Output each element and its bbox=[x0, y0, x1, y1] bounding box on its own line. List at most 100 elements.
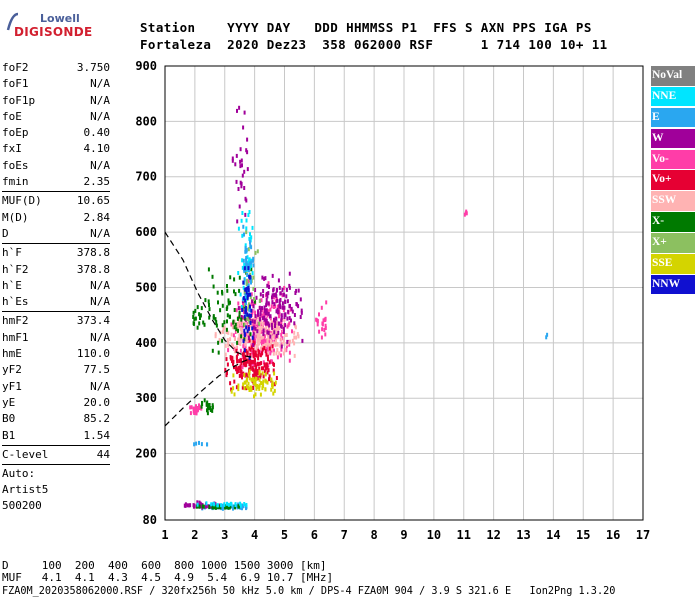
echo-point bbox=[251, 225, 254, 230]
echo-point bbox=[202, 320, 205, 325]
echo-point bbox=[269, 350, 272, 354]
echo-point bbox=[245, 325, 248, 330]
echo-point bbox=[235, 179, 238, 184]
echo-point bbox=[278, 303, 281, 308]
echo-point bbox=[294, 291, 297, 295]
echo-point bbox=[227, 330, 230, 335]
param-row: foF1p N/A bbox=[2, 93, 110, 109]
echo-point bbox=[246, 312, 249, 317]
echo-point bbox=[233, 379, 236, 384]
echo-point bbox=[243, 373, 246, 377]
echo-point bbox=[236, 316, 239, 321]
echo-point bbox=[265, 362, 268, 367]
profile-curve bbox=[164, 231, 252, 358]
echo-point bbox=[243, 323, 246, 328]
param-value: 3.750 bbox=[76, 61, 110, 74]
echo-point bbox=[243, 502, 246, 506]
echo-point bbox=[254, 310, 257, 315]
echo-point bbox=[203, 398, 206, 403]
echo-point bbox=[212, 284, 215, 289]
echo-point bbox=[270, 377, 273, 382]
echo-point bbox=[545, 335, 548, 340]
echo-point bbox=[235, 348, 238, 353]
x-tick-label: 17 bbox=[636, 528, 650, 542]
echo-point bbox=[237, 306, 240, 311]
echo-point bbox=[226, 319, 228, 324]
echo-point bbox=[200, 404, 203, 409]
echo-point bbox=[206, 406, 209, 411]
echo-point bbox=[282, 330, 285, 335]
echo-point bbox=[238, 504, 241, 509]
echo-point bbox=[270, 319, 273, 324]
echo-point bbox=[253, 323, 256, 328]
echo-point bbox=[250, 267, 253, 272]
echo-point bbox=[270, 322, 273, 327]
echo-point bbox=[237, 365, 240, 370]
param-row: hmE 110.0 bbox=[2, 346, 110, 362]
echo-point bbox=[245, 148, 248, 153]
param-name: h`Es bbox=[2, 295, 29, 309]
echo-point bbox=[211, 348, 214, 353]
echo-point bbox=[229, 314, 231, 319]
echo-point bbox=[226, 362, 229, 367]
echo-point bbox=[265, 321, 268, 326]
echo-point bbox=[206, 442, 208, 447]
echo-point bbox=[271, 344, 274, 349]
echo-point bbox=[323, 328, 326, 332]
param-value: 1.54 bbox=[83, 428, 111, 442]
echo-point bbox=[260, 366, 263, 371]
echo-point bbox=[250, 377, 253, 382]
echo-point bbox=[217, 340, 220, 345]
param-value: 10.65 bbox=[76, 194, 110, 208]
echo-point bbox=[240, 334, 243, 339]
echo-point bbox=[254, 329, 257, 334]
echo-point bbox=[239, 292, 242, 297]
echo-point bbox=[247, 263, 250, 268]
echo-point bbox=[285, 294, 288, 299]
param-name: foF1 bbox=[2, 77, 29, 91]
echo-point bbox=[233, 308, 236, 312]
echo-point bbox=[241, 173, 244, 178]
param-value: 2.84 bbox=[83, 210, 111, 224]
echo-point bbox=[194, 316, 197, 321]
echo-point bbox=[247, 386, 250, 390]
legend-item-x-: X+ bbox=[651, 233, 695, 253]
echo-point bbox=[257, 356, 260, 361]
echo-point bbox=[240, 315, 243, 319]
echo-point bbox=[227, 301, 230, 306]
echo-point bbox=[279, 291, 282, 296]
echo-point bbox=[243, 354, 246, 359]
echo-point bbox=[218, 338, 221, 343]
echo-point bbox=[240, 181, 243, 186]
echo-point bbox=[278, 351, 281, 356]
echo-point bbox=[245, 290, 248, 295]
echo-point bbox=[208, 303, 210, 307]
param-row: B1 1.54 bbox=[2, 428, 110, 444]
echo-point bbox=[316, 318, 319, 323]
echo-point bbox=[220, 503, 223, 508]
echo-point bbox=[276, 323, 279, 328]
echo-point bbox=[258, 305, 261, 310]
echo-point bbox=[253, 394, 255, 399]
echo-point bbox=[230, 502, 233, 507]
y-tick-label: 200 bbox=[135, 447, 157, 461]
muf-row: MUF 4.1 4.1 4.3 4.5 4.9 5.4 6.9 10.7 [MH… bbox=[2, 571, 334, 584]
echo-point bbox=[241, 233, 244, 238]
echo-point bbox=[274, 343, 277, 348]
echo-point bbox=[245, 317, 247, 322]
echo-point bbox=[258, 332, 261, 337]
echo-point bbox=[324, 332, 327, 337]
echo-point bbox=[254, 383, 257, 388]
echo-point bbox=[250, 260, 253, 265]
echo-point bbox=[210, 504, 213, 509]
param-row: foEs N/A bbox=[2, 158, 110, 174]
echo-point bbox=[280, 313, 283, 318]
echo-point bbox=[275, 351, 278, 356]
echo-point bbox=[209, 406, 212, 411]
echo-point bbox=[269, 307, 272, 312]
echo-point bbox=[266, 347, 269, 352]
echo-point bbox=[249, 320, 252, 325]
echo-point bbox=[208, 505, 211, 509]
echo-point bbox=[247, 283, 250, 288]
echo-point bbox=[211, 405, 214, 410]
